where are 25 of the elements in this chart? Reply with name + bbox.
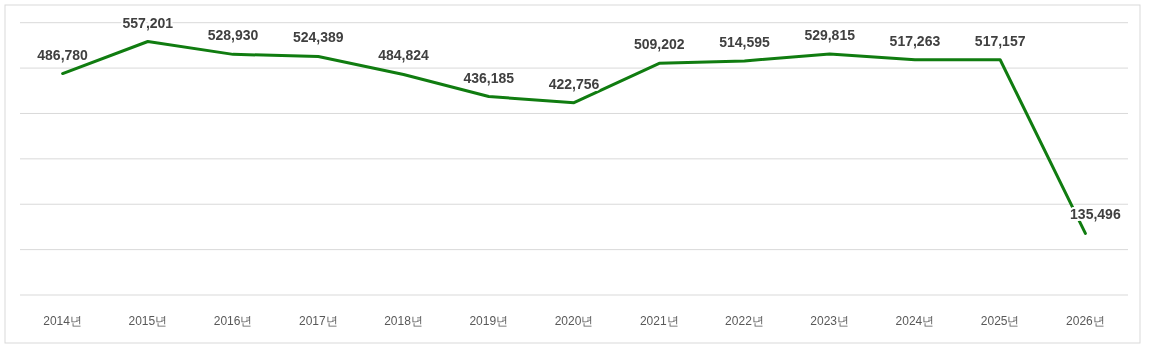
x-tick-label: 2026년 xyxy=(1066,314,1105,328)
x-tick-label: 2025년 xyxy=(980,314,1020,328)
data-label: 557,201 xyxy=(122,14,174,31)
x-tick-label: 2020년 xyxy=(554,314,594,328)
data-label: 486,780 xyxy=(37,46,89,63)
data-label: 529,815 xyxy=(804,26,856,43)
x-tick-label: 2016년 xyxy=(213,314,253,328)
x-tick-label: 2022년 xyxy=(725,314,764,328)
data-label: 422,756 xyxy=(548,75,600,92)
x-tick-label: 2015년 xyxy=(128,314,168,328)
data-label: 517,157 xyxy=(974,32,1026,49)
data-label: 524,389 xyxy=(293,29,344,46)
x-tick-label: 2019년 xyxy=(469,314,509,328)
data-label: 509,202 xyxy=(633,36,685,53)
x-tick-label: 2014년 xyxy=(43,314,82,328)
x-tick-label: 2018년 xyxy=(384,314,423,328)
x-tick-label: 2017년 xyxy=(298,314,338,328)
data-label: 517,263 xyxy=(889,32,941,49)
data-label: 514,595 xyxy=(719,33,770,50)
x-tick-label: 2023년 xyxy=(810,314,850,328)
data-label: 436,185 xyxy=(463,69,515,86)
x-tick-label: 2021년 xyxy=(639,314,679,328)
data-label: 484,824 xyxy=(378,47,430,64)
x-tick-label: 2024년 xyxy=(895,314,935,328)
data-label: 528,930 xyxy=(207,27,259,44)
